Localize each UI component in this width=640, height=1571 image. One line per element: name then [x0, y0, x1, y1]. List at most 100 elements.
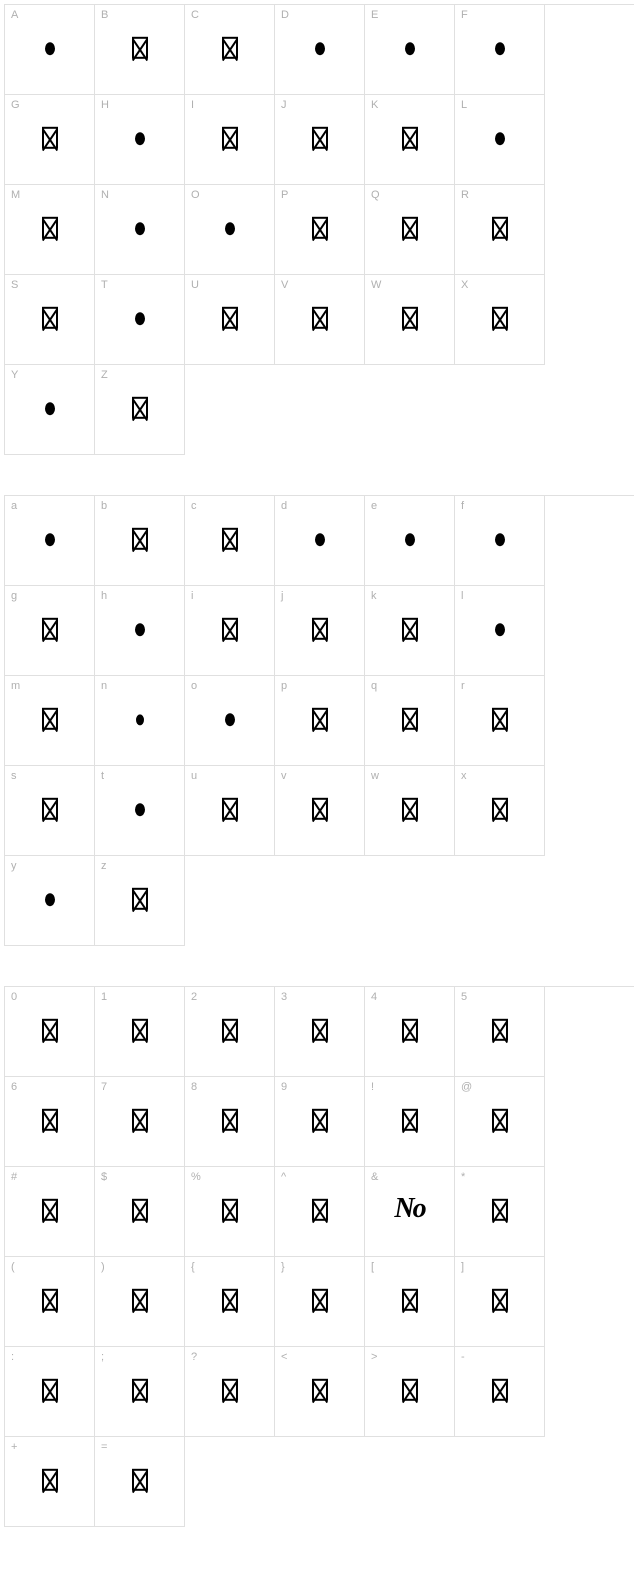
- char-cell: 6: [5, 1077, 95, 1167]
- glyph-dot: [45, 893, 55, 906]
- glyph-box: [222, 797, 238, 819]
- missing-glyph-icon: [312, 617, 328, 639]
- glyph-dot: [405, 533, 415, 546]
- char-cell: 2: [185, 987, 275, 1077]
- char-cell: m: [5, 676, 95, 766]
- glyph-box: [492, 1018, 508, 1040]
- dot-glyph-icon: [225, 222, 235, 235]
- missing-glyph-icon: [42, 126, 58, 148]
- cell-label: (: [11, 1261, 15, 1273]
- cell-label: v: [281, 770, 287, 782]
- dot-glyph-icon: [136, 714, 144, 725]
- char-cell: G: [5, 95, 95, 185]
- glyph-dot: [45, 533, 55, 546]
- cell-label: w: [371, 770, 379, 782]
- missing-glyph-icon: [402, 797, 418, 819]
- glyph-box: [42, 707, 58, 729]
- cell-label: 9: [281, 1081, 287, 1093]
- glyph-dot: [45, 402, 55, 415]
- glyph-dot: [315, 42, 325, 55]
- dot-glyph-icon: [225, 713, 235, 726]
- missing-glyph-icon: [222, 36, 238, 58]
- char-cell: Z: [95, 365, 185, 455]
- glyph-box: [402, 617, 418, 639]
- char-cell: Q: [365, 185, 455, 275]
- glyph-box: [42, 1378, 58, 1400]
- char-cell: h: [95, 586, 185, 676]
- glyph-dot: [315, 533, 325, 546]
- glyph-dot: [135, 803, 145, 816]
- missing-glyph-icon: [222, 126, 238, 148]
- char-cell: Y: [5, 365, 95, 455]
- glyph-box: [132, 1378, 148, 1400]
- char-cell: v: [275, 766, 365, 856]
- glyph-box: [42, 1288, 58, 1310]
- cell-label: T: [101, 279, 108, 291]
- char-cell: o: [185, 676, 275, 766]
- section-symbols: 0123456789!@#$%^&No*(){}[]:;?<>-+=: [4, 986, 634, 1527]
- char-cell: =: [95, 1437, 185, 1527]
- glyph-box: [312, 216, 328, 238]
- cell-label: !: [371, 1081, 374, 1093]
- cell-label: 1: [101, 991, 107, 1003]
- missing-glyph-icon: [492, 1198, 508, 1220]
- char-cell: s: [5, 766, 95, 856]
- missing-glyph-icon: [222, 306, 238, 328]
- glyph-box: [312, 617, 328, 639]
- cell-label: ;: [101, 1351, 104, 1363]
- char-cell: 3: [275, 987, 365, 1077]
- cell-label: }: [281, 1261, 285, 1273]
- char-cell: ?: [185, 1347, 275, 1437]
- glyph-box: [312, 707, 328, 729]
- cell-label: 4: [371, 991, 377, 1003]
- glyph-dot: [495, 132, 505, 145]
- glyph-box: [42, 1108, 58, 1130]
- char-cell: J: [275, 95, 365, 185]
- cell-label: %: [191, 1171, 201, 1183]
- missing-glyph-icon: [492, 1108, 508, 1130]
- cell-label: g: [11, 590, 17, 602]
- dot-glyph-icon: [495, 132, 505, 145]
- cell-label: s: [11, 770, 17, 782]
- missing-glyph-icon: [492, 707, 508, 729]
- cell-label: {: [191, 1261, 195, 1273]
- cell-label: l: [461, 590, 463, 602]
- glyph-amp: No: [394, 1195, 424, 1223]
- cell-label: $: [101, 1171, 107, 1183]
- glyph-box: [222, 617, 238, 639]
- missing-glyph-icon: [402, 306, 418, 328]
- glyph-box: [132, 396, 148, 418]
- cell-label: 6: [11, 1081, 17, 1093]
- cell-label: x: [461, 770, 467, 782]
- missing-glyph-icon: [402, 1108, 418, 1130]
- missing-glyph-icon: [42, 216, 58, 238]
- dot-glyph-icon: [135, 623, 145, 636]
- glyph-box: [492, 306, 508, 328]
- missing-glyph-icon: [42, 1378, 58, 1400]
- cell-label: 2: [191, 991, 197, 1003]
- char-cell: y: [5, 856, 95, 946]
- glyph-box: [492, 797, 508, 819]
- char-cell: l: [455, 586, 545, 676]
- glyph-box: [222, 1108, 238, 1130]
- dot-glyph-icon: [45, 533, 55, 546]
- char-cell: I: [185, 95, 275, 185]
- char-cell: N: [95, 185, 185, 275]
- cell-label: 5: [461, 991, 467, 1003]
- glyph-box: [42, 1468, 58, 1490]
- char-cell: 0: [5, 987, 95, 1077]
- char-cell: [: [365, 1257, 455, 1347]
- char-cell: P: [275, 185, 365, 275]
- cell-label: a: [11, 500, 17, 512]
- cell-label: t: [101, 770, 104, 782]
- char-cell: C: [185, 5, 275, 95]
- missing-glyph-icon: [132, 1288, 148, 1310]
- cell-label: J: [281, 99, 287, 111]
- glyph-box: [222, 36, 238, 58]
- cell-label: D: [281, 9, 289, 21]
- cell-label: O: [191, 189, 200, 201]
- missing-glyph-icon: [312, 1018, 328, 1040]
- dot-glyph-icon: [405, 42, 415, 55]
- missing-glyph-icon: [42, 1018, 58, 1040]
- glyph-box: [222, 1378, 238, 1400]
